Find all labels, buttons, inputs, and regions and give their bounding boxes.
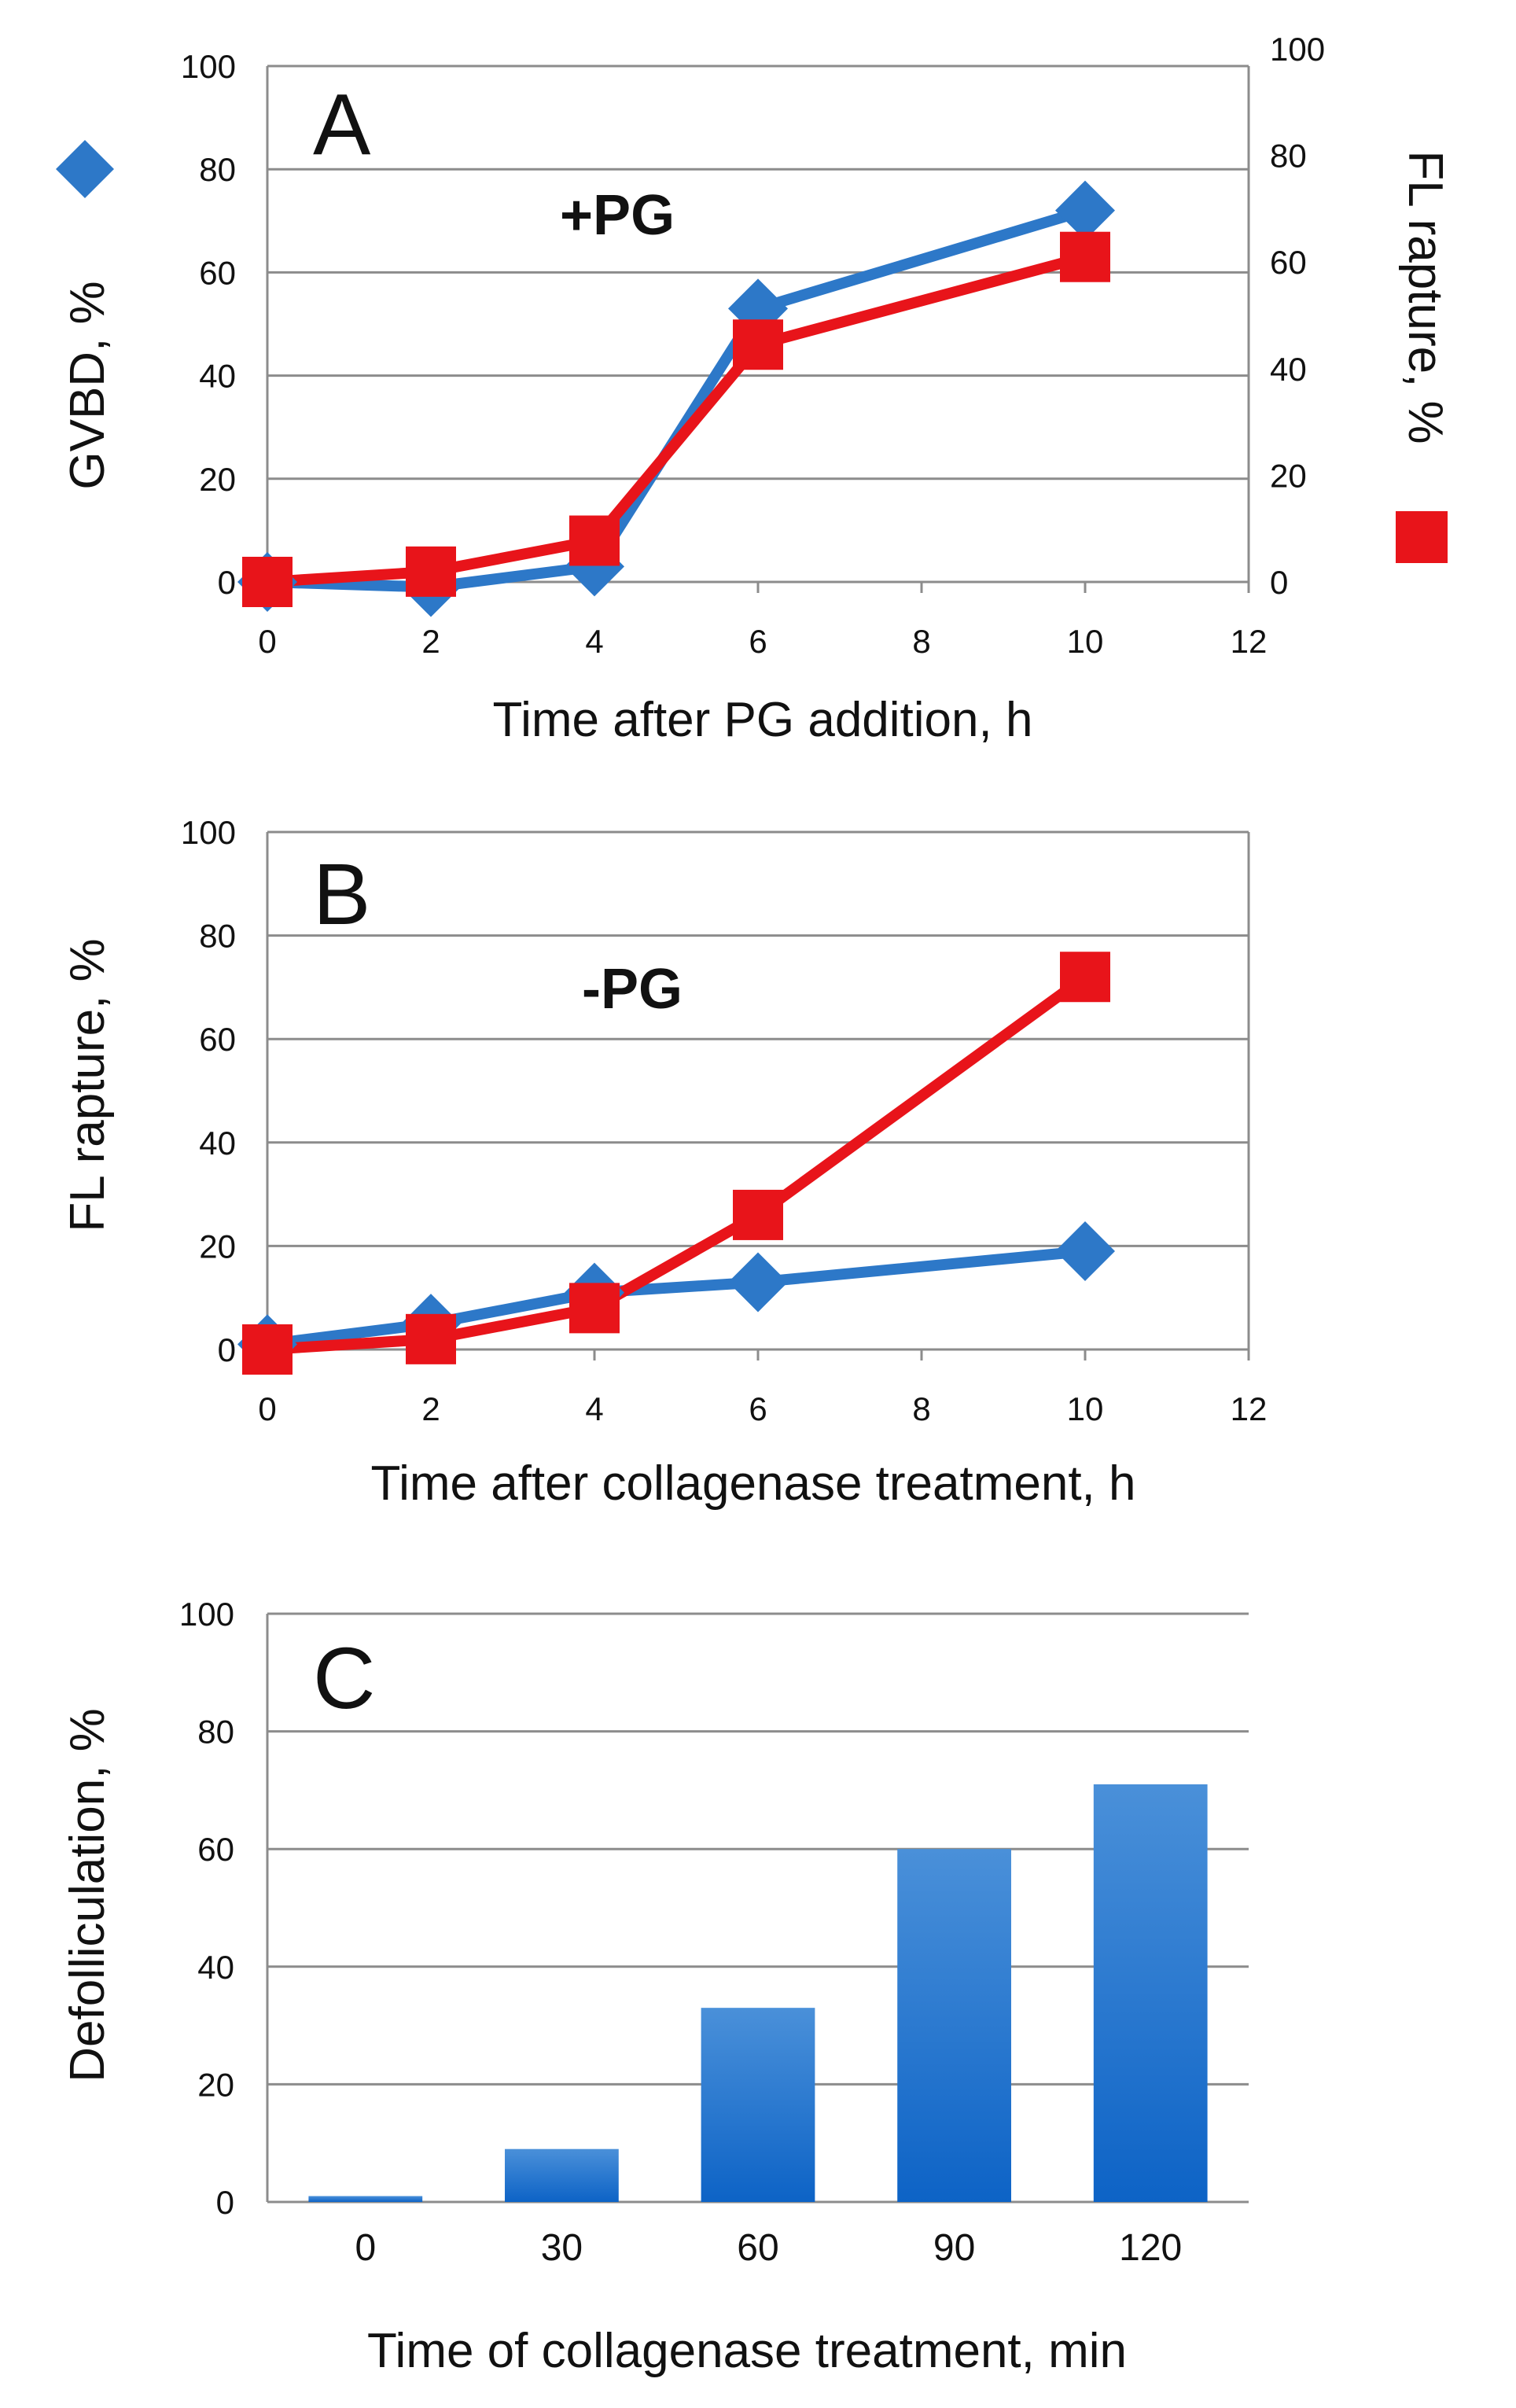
panel-c-x-tick-label: 30 bbox=[541, 2227, 583, 2269]
panel-c-y-tick-label: 40 bbox=[197, 1949, 234, 1986]
panel-c-x-tick-label: 60 bbox=[737, 2227, 778, 2269]
panel-a-right-y-tick-label: 80 bbox=[1270, 138, 1307, 175]
panel-b-y-tick-label: 60 bbox=[199, 1021, 236, 1058]
panel-a-y-tick-label: 100 bbox=[181, 48, 236, 85]
panel-b-y-tick-label: 100 bbox=[181, 814, 236, 851]
panel-c-y-ticks: 0 20 40 60 80 100 bbox=[179, 1596, 234, 2221]
panel-b-x-tick-label: 8 bbox=[912, 1390, 930, 1427]
panel-c-bar-0 bbox=[308, 2196, 423, 2202]
panel-b-annotation: -PG bbox=[582, 958, 683, 1021]
panel-a-diamond-point bbox=[1055, 180, 1115, 241]
panel-a-fl-rapture-legend-marker bbox=[1396, 511, 1448, 563]
panel-b-series-lines bbox=[267, 972, 1089, 1355]
panel-a-left-y-axis-title: GVBD, % bbox=[61, 281, 115, 489]
panel-a-y-tick-label: 60 bbox=[199, 254, 236, 291]
panel-a-square-point bbox=[569, 515, 620, 566]
panel-b-square-point bbox=[569, 1283, 620, 1334]
panel-b-x-tick-label: 10 bbox=[1067, 1390, 1104, 1427]
panel-a-square-point bbox=[242, 557, 293, 607]
panel-b-red-series-line bbox=[267, 972, 1089, 1355]
panel-a-blue-series-line bbox=[267, 204, 1087, 593]
panel-b-x-tick-label: 0 bbox=[258, 1390, 276, 1427]
panel-a-annotation: +PG bbox=[560, 184, 675, 247]
panel-b-chart: 0 20 40 60 80 100 0 2 4 6 8 10 12 B -PG Time after … bbox=[61, 814, 1267, 1511]
panel-b-x-ticks: 0 2 4 6 8 10 12 bbox=[258, 1390, 1267, 1427]
panel-c-bar-90 bbox=[897, 1849, 1011, 2202]
panel-c-letter: C bbox=[313, 1630, 375, 1727]
panel-b-diamond-point bbox=[1055, 1221, 1115, 1281]
panel-b-y-axis-title: FL rapture, % bbox=[61, 938, 115, 1232]
panel-b-x-tick-label: 4 bbox=[585, 1390, 603, 1427]
panel-a-right-y-tick-label: 0 bbox=[1270, 564, 1288, 601]
panel-c-x-ticks: 0 30 60 90 120 bbox=[355, 2227, 1182, 2269]
panel-c-y-tick-label: 20 bbox=[197, 2066, 234, 2103]
panel-a-x-tick-label: 2 bbox=[421, 623, 440, 660]
panel-b-square-point bbox=[1060, 952, 1110, 1003]
panel-a-right-y-tick-label: 40 bbox=[1270, 351, 1307, 388]
panel-a-letter: A bbox=[313, 76, 371, 173]
panel-a-series-lines bbox=[267, 204, 1087, 593]
panel-c-x-tick-label: 120 bbox=[1119, 2227, 1182, 2269]
panel-a-y-tick-label: 20 bbox=[199, 461, 236, 498]
panel-a-x-tick-label: 8 bbox=[912, 623, 930, 660]
panel-c-y-tick-label: 0 bbox=[216, 2184, 234, 2221]
panel-a-right-y-tick-label: 100 bbox=[1270, 31, 1325, 68]
panel-a-markers bbox=[237, 180, 1115, 617]
panel-c-chart: 0 20 40 60 80 100 0 30 60 90 120 C Time of collag… bbox=[61, 1596, 1249, 2378]
panel-a-red-series-line bbox=[267, 251, 1087, 587]
panel-a-square-point bbox=[406, 546, 456, 597]
panel-a-left-y-ticks: 0 20 40 60 80 100 bbox=[181, 48, 236, 601]
panel-a-gridlines bbox=[266, 64, 1250, 593]
panel-c-y-tick-label: 60 bbox=[197, 1831, 234, 1868]
panel-a-y-tick-label: 40 bbox=[199, 358, 236, 395]
panel-b-square-point bbox=[733, 1189, 783, 1240]
panel-b-x-tick-label: 2 bbox=[421, 1390, 440, 1427]
panel-a-y-tick-label: 80 bbox=[199, 151, 236, 188]
panel-c-y-tick-label: 80 bbox=[197, 1714, 234, 1751]
panel-b-markers bbox=[237, 952, 1115, 1375]
panel-a-x-tick-label: 4 bbox=[585, 623, 603, 660]
panel-a-x-ticks: 0 2 4 6 8 10 12 bbox=[258, 623, 1267, 660]
panel-c-x-tick-label: 90 bbox=[933, 2227, 975, 2269]
panel-a-y-tick-label: 0 bbox=[218, 564, 236, 601]
panel-a-x-tick-label: 10 bbox=[1067, 623, 1104, 660]
panel-a-x-axis-title: Time after PG addition, h bbox=[493, 693, 1033, 747]
panel-a-x-tick-label: 12 bbox=[1231, 623, 1268, 660]
panel-a-chart: 0 20 40 60 80 100 0 20 40 60 80 100 0 2 4 6 8 10 12 A +P… bbox=[56, 31, 1452, 747]
panel-b-y-tick-label: 0 bbox=[218, 1331, 236, 1368]
panel-b-x-axis-title: Time after collagenase treatment, h bbox=[371, 1456, 1136, 1511]
panel-b-x-tick-label: 6 bbox=[749, 1390, 767, 1427]
panel-c-bars bbox=[308, 1784, 1208, 2202]
panel-c-bar-120 bbox=[1093, 1784, 1208, 2202]
panel-a-square-point bbox=[733, 319, 783, 370]
panel-c-y-axis-title: Defolliculation, % bbox=[61, 1708, 115, 2082]
panel-a-right-y-ticks: 0 20 40 60 80 100 bbox=[1270, 31, 1325, 601]
panel-a-x-tick-label: 6 bbox=[749, 623, 767, 660]
panel-c-x-axis-title: Time of collagenase treatment, min bbox=[367, 2324, 1127, 2378]
panel-c-bar-60 bbox=[701, 2008, 815, 2202]
panel-b-square-point bbox=[406, 1313, 456, 1364]
panel-a-right-y-tick-label: 20 bbox=[1270, 457, 1307, 494]
panel-a-right-y-axis-title: FL rapture, % bbox=[1398, 150, 1452, 444]
panel-a-square-point bbox=[1060, 231, 1110, 282]
panel-b-square-point bbox=[242, 1324, 293, 1375]
panel-b-y-tick-label: 40 bbox=[199, 1125, 236, 1162]
panel-a-right-y-tick-label: 60 bbox=[1270, 244, 1307, 281]
panel-a-x-tick-label: 0 bbox=[258, 623, 276, 660]
panel-b-x-tick-label: 12 bbox=[1231, 1390, 1268, 1427]
panel-b-diamond-point bbox=[728, 1252, 788, 1313]
panel-a-gvbd-legend-marker bbox=[56, 140, 114, 198]
panel-c-x-tick-label: 0 bbox=[355, 2227, 376, 2269]
panel-c-y-tick-label: 100 bbox=[179, 1596, 234, 1633]
panel-b-y-tick-label: 80 bbox=[199, 918, 236, 955]
panel-b-y-ticks: 0 20 40 60 80 100 bbox=[181, 814, 236, 1368]
panel-b-letter: B bbox=[313, 846, 370, 943]
panel-c-bar-30 bbox=[505, 2148, 619, 2202]
panel-b-y-tick-label: 20 bbox=[199, 1228, 236, 1265]
